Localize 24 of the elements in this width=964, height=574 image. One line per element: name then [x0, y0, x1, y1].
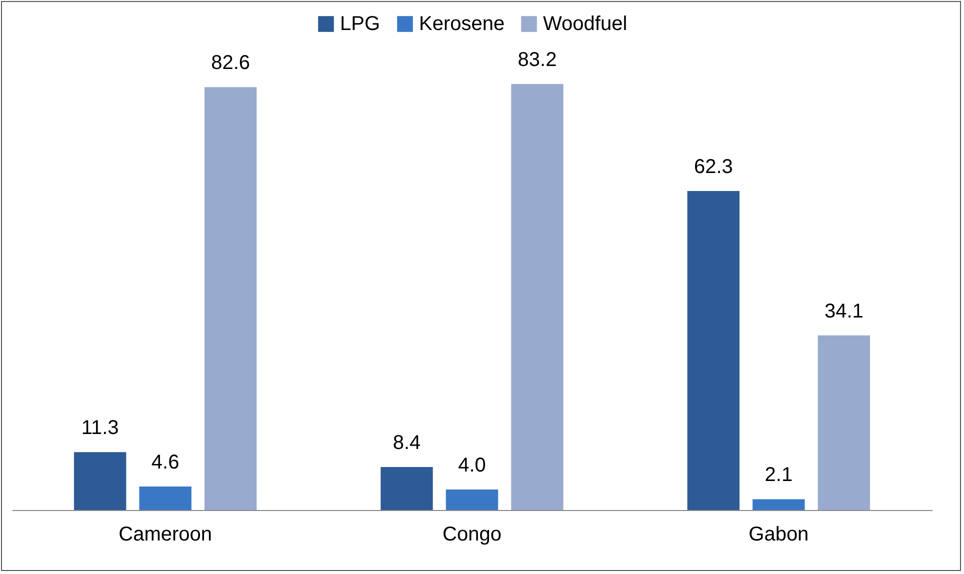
- bar: [818, 335, 870, 510]
- x-tick-label: Congo: [442, 524, 502, 546]
- legend-label: Woodfuel: [543, 13, 628, 35]
- bar: [446, 490, 498, 510]
- data-label: 34.1: [824, 300, 864, 322]
- data-label: 11.3: [81, 417, 119, 440]
- bar: [687, 191, 740, 510]
- data-label: 83.2: [518, 49, 557, 71]
- data-label: 62.3: [694, 156, 733, 178]
- x-tick-label: Cameroon: [118, 524, 212, 546]
- data-label: 2.1: [764, 464, 793, 486]
- bar: [380, 466, 433, 510]
- bar: [139, 486, 192, 510]
- x-tick-label: Gabon: [748, 524, 809, 546]
- bar: [511, 84, 564, 510]
- bar: [204, 87, 257, 510]
- data-label: 82.6: [211, 52, 250, 74]
- data-label: 4.0: [458, 454, 486, 477]
- data-label: 4.6: [151, 451, 180, 474]
- legend-label: Kerosene: [419, 13, 505, 35]
- bar: [752, 499, 805, 510]
- data-label: 8.4: [392, 432, 421, 454]
- legend-label: LPG: [340, 13, 380, 35]
- bar: [74, 452, 126, 510]
